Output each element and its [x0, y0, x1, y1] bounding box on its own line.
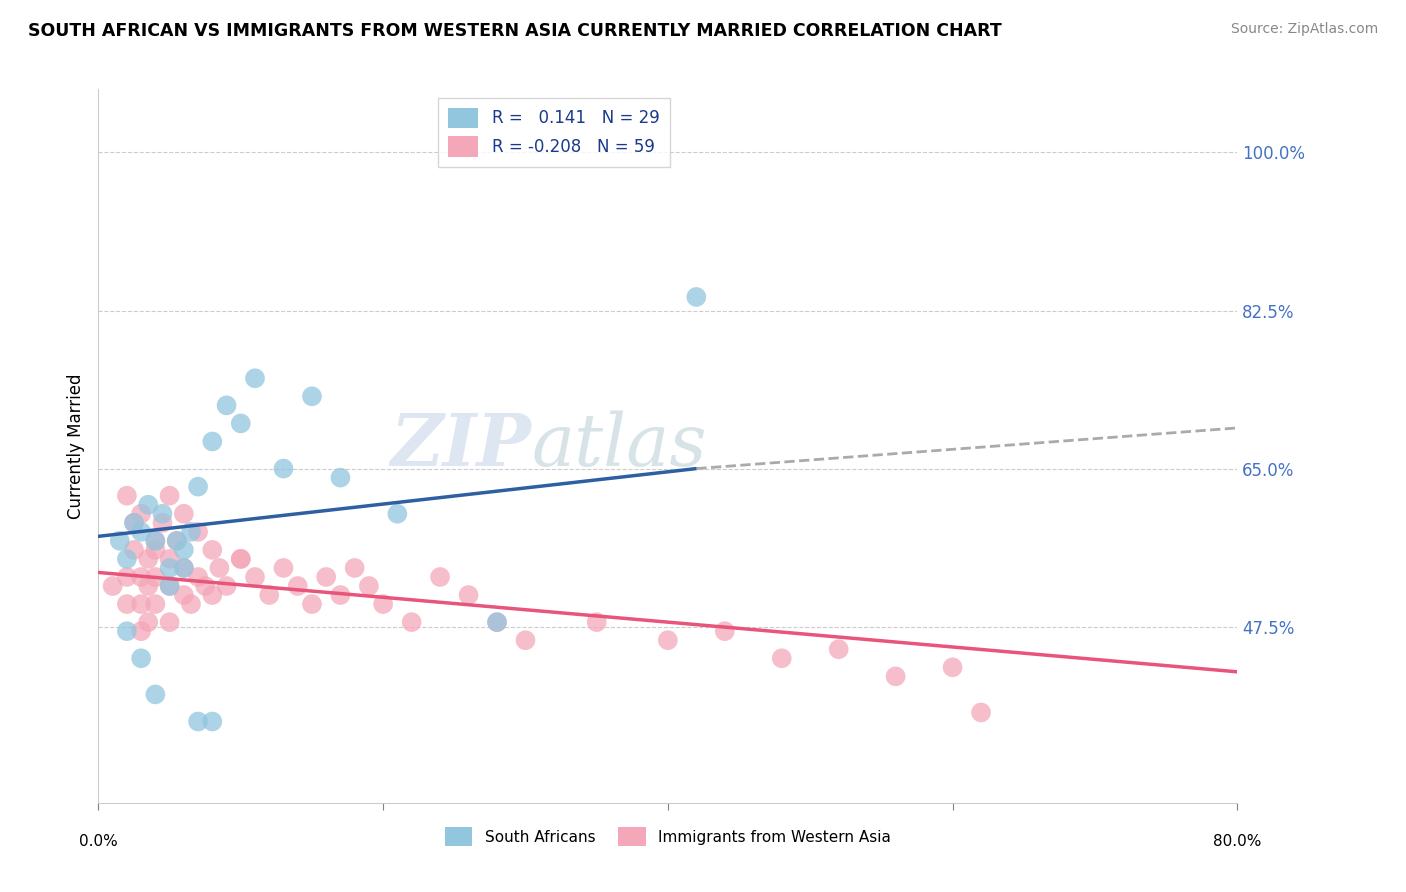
Point — [159, 579, 181, 593]
Point — [194, 579, 217, 593]
Point — [387, 507, 409, 521]
Point — [115, 552, 138, 566]
Point — [173, 561, 195, 575]
Point — [243, 371, 266, 385]
Point — [329, 588, 352, 602]
Point — [129, 524, 152, 539]
Point — [115, 624, 138, 639]
Point — [136, 615, 159, 629]
Point — [187, 570, 209, 584]
Point — [215, 398, 238, 412]
Point — [145, 597, 167, 611]
Point — [173, 561, 195, 575]
Point — [115, 489, 138, 503]
Point — [115, 570, 138, 584]
Point — [159, 489, 181, 503]
Point — [101, 579, 124, 593]
Point — [145, 570, 167, 584]
Legend: South Africans, Immigrants from Western Asia: South Africans, Immigrants from Western … — [439, 822, 897, 852]
Point — [229, 552, 252, 566]
Point — [585, 615, 607, 629]
Point — [828, 642, 851, 657]
Point — [301, 597, 323, 611]
Point — [187, 524, 209, 539]
Point — [145, 533, 167, 548]
Point — [229, 552, 252, 566]
Point — [457, 588, 479, 602]
Point — [201, 434, 224, 449]
Point — [273, 561, 295, 575]
Point — [159, 615, 181, 629]
Point — [108, 533, 131, 548]
Y-axis label: Currently Married: Currently Married — [66, 373, 84, 519]
Point — [129, 570, 152, 584]
Point — [685, 290, 707, 304]
Text: Source: ZipAtlas.com: Source: ZipAtlas.com — [1230, 22, 1378, 37]
Point — [122, 542, 145, 557]
Point — [259, 588, 281, 602]
Point — [301, 389, 323, 403]
Point — [515, 633, 537, 648]
Point — [136, 498, 159, 512]
Point — [173, 507, 195, 521]
Point — [187, 480, 209, 494]
Text: SOUTH AFRICAN VS IMMIGRANTS FROM WESTERN ASIA CURRENTLY MARRIED CORRELATION CHAR: SOUTH AFRICAN VS IMMIGRANTS FROM WESTERN… — [28, 22, 1002, 40]
Point — [201, 542, 224, 557]
Point — [215, 579, 238, 593]
Point — [884, 669, 907, 683]
Point — [173, 542, 195, 557]
Point — [208, 561, 231, 575]
Point — [136, 579, 159, 593]
Point — [145, 687, 167, 701]
Point — [152, 507, 174, 521]
Point — [229, 417, 252, 431]
Point — [129, 507, 152, 521]
Text: atlas: atlas — [531, 410, 707, 482]
Point — [343, 561, 366, 575]
Point — [115, 597, 138, 611]
Point — [145, 533, 167, 548]
Point — [173, 588, 195, 602]
Point — [129, 624, 152, 639]
Point — [166, 533, 188, 548]
Point — [180, 597, 202, 611]
Point — [187, 714, 209, 729]
Point — [180, 524, 202, 539]
Point — [129, 597, 152, 611]
Point — [714, 624, 737, 639]
Point — [129, 651, 152, 665]
Point — [287, 579, 309, 593]
Point — [970, 706, 993, 720]
Point — [122, 516, 145, 530]
Point — [401, 615, 423, 629]
Point — [201, 714, 224, 729]
Point — [329, 470, 352, 484]
Point — [657, 633, 679, 648]
Point — [486, 615, 509, 629]
Point — [145, 542, 167, 557]
Text: ZIP: ZIP — [391, 410, 531, 482]
Point — [942, 660, 965, 674]
Point — [159, 552, 181, 566]
Point — [357, 579, 380, 593]
Text: 0.0%: 0.0% — [79, 834, 118, 849]
Point — [152, 516, 174, 530]
Point — [243, 570, 266, 584]
Point — [166, 533, 188, 548]
Point — [159, 561, 181, 575]
Point — [136, 552, 159, 566]
Point — [429, 570, 451, 584]
Point — [770, 651, 793, 665]
Point — [486, 615, 509, 629]
Point — [159, 579, 181, 593]
Point — [201, 588, 224, 602]
Point — [315, 570, 337, 584]
Text: 80.0%: 80.0% — [1213, 834, 1261, 849]
Point — [273, 461, 295, 475]
Point — [371, 597, 394, 611]
Point — [122, 516, 145, 530]
